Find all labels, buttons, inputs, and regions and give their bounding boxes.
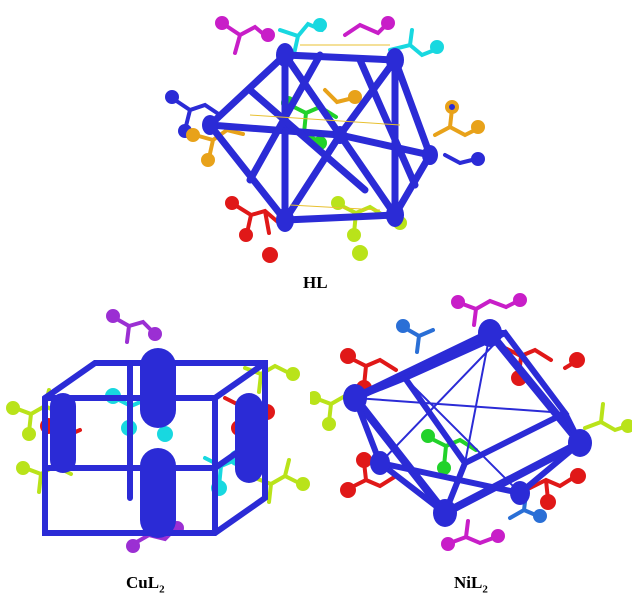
cul2-blue-framework [42, 360, 268, 536]
label-cul2-text: CuL [126, 573, 160, 592]
label-hl: HL [303, 273, 328, 293]
nil2-ligands [310, 293, 632, 551]
label-cul2: CuL2 [126, 573, 165, 595]
nil2-nodes [343, 319, 592, 527]
panel-hl [150, 5, 490, 267]
hl-framework-structure [165, 16, 485, 263]
label-cul2-subscript: 2 [159, 583, 165, 596]
nil2-inner-lines [354, 332, 566, 494]
label-nil2: NiL2 [454, 573, 488, 595]
hl-hbonds [249, 44, 401, 211]
label-nil2-text: NiL [454, 573, 483, 592]
panel-nil2 [310, 288, 632, 570]
label-hl-text: HL [303, 273, 328, 292]
nil2-framework-structure [310, 293, 632, 551]
cul2-nodes [50, 348, 263, 538]
cul2-framework-structure [6, 309, 310, 553]
hl-nodes [202, 43, 438, 232]
label-nil2-subscript: 2 [482, 583, 488, 596]
panel-cul2 [5, 308, 315, 570]
